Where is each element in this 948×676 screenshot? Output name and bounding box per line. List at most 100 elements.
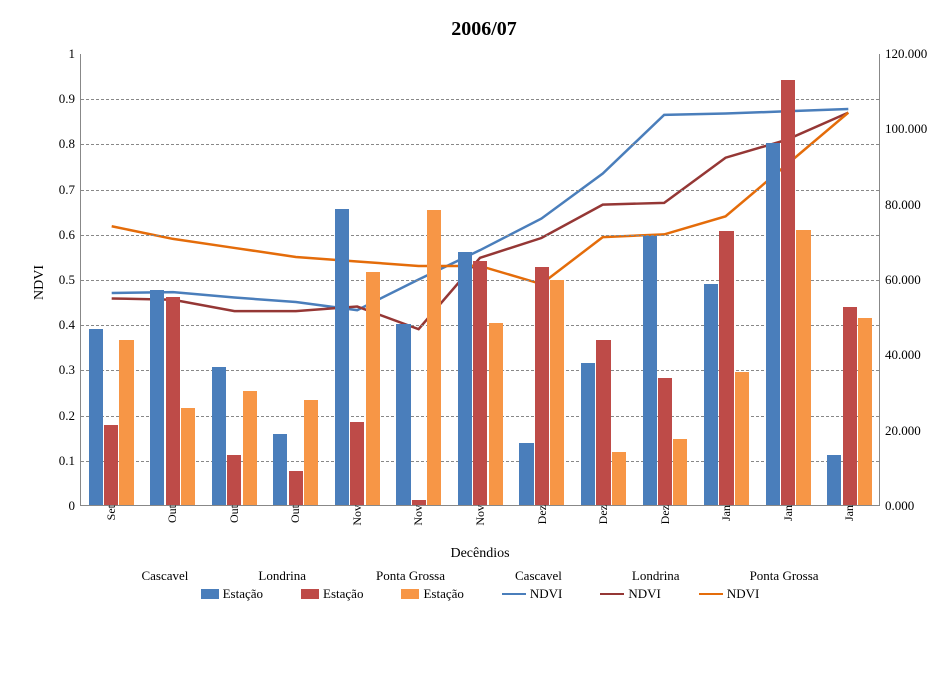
ytick-left: 0.6 xyxy=(59,227,81,243)
ytick-left: 0.3 xyxy=(59,362,81,378)
bar xyxy=(796,230,810,505)
ytick-right: 80.000 xyxy=(879,197,921,213)
bar xyxy=(243,391,257,505)
ytick-left: 0.9 xyxy=(59,91,81,107)
ytick-right: 0.000 xyxy=(879,498,914,514)
bar xyxy=(735,372,749,505)
xtick-label: Out xyxy=(288,505,303,527)
bar xyxy=(489,323,503,505)
legend-item-label: Estação xyxy=(423,586,463,602)
bar xyxy=(781,80,795,505)
ytick-right: 60.000 xyxy=(879,272,921,288)
bar xyxy=(396,324,410,505)
bar xyxy=(412,500,426,505)
ytick-left: 0.1 xyxy=(59,453,81,469)
chart-container: 2006/07 00.10.20.30.40.50.60.70.80.910.0… xyxy=(10,10,948,666)
legend-city-label: Londrina xyxy=(632,568,680,584)
bar xyxy=(473,261,487,505)
legend-item-label: Estação xyxy=(223,586,263,602)
xtick-label: Nov xyxy=(411,505,426,530)
bar xyxy=(519,443,533,505)
xtick-label: Out xyxy=(227,505,242,527)
xtick-label: Jan xyxy=(842,505,857,525)
legend-city-label: Londrina xyxy=(258,568,306,584)
legend-item-label: NDVI xyxy=(727,586,760,602)
bar xyxy=(335,209,349,505)
bar-swatch-icon xyxy=(201,589,219,599)
legend-swatches-row: Estação Estação Estação NDVI NDVI NDVI xyxy=(80,586,880,602)
gridline-left xyxy=(81,235,879,236)
bar xyxy=(212,367,226,505)
chart-title: 2006/07 xyxy=(10,18,948,41)
legend-city-label: Ponta Grossa xyxy=(376,568,445,584)
bar xyxy=(458,252,472,505)
bar xyxy=(119,340,133,505)
gridline-left xyxy=(81,190,879,191)
bar xyxy=(719,231,733,505)
ytick-left: 0.5 xyxy=(59,272,81,288)
legend-item-bar: Estação xyxy=(301,586,363,602)
bar xyxy=(289,471,303,505)
xtick-label: Dez xyxy=(596,505,611,528)
legend-city-label: Cascavel xyxy=(141,568,188,584)
ytick-right: 120.000 xyxy=(879,46,927,62)
line-swatch-icon xyxy=(502,593,526,595)
bar xyxy=(350,422,364,505)
legend-item-label: Estação xyxy=(323,586,363,602)
xtick-label: Out xyxy=(165,505,180,527)
ytick-right: 40.000 xyxy=(879,347,921,363)
y-axis-label-left: NDVI xyxy=(32,265,48,300)
ytick-left: 0.8 xyxy=(59,136,81,152)
ytick-left: 1 xyxy=(69,46,82,62)
bar xyxy=(643,236,657,505)
bar xyxy=(89,329,103,505)
xtick-label: Dez xyxy=(658,505,673,528)
xtick-label: Jan xyxy=(719,505,734,525)
bar xyxy=(858,318,872,505)
plot-area: 00.10.20.30.40.50.60.70.80.910.00020.000… xyxy=(80,54,880,506)
ytick-right: 20.000 xyxy=(879,423,921,439)
bar xyxy=(366,272,380,505)
legend-city-label: Cascavel xyxy=(515,568,562,584)
bar xyxy=(427,210,441,505)
bar xyxy=(227,455,241,505)
line-swatch-icon xyxy=(600,593,624,595)
ytick-left: 0 xyxy=(69,498,82,514)
bar xyxy=(658,378,672,505)
bar xyxy=(104,425,118,505)
bar xyxy=(673,439,687,505)
gridline-left xyxy=(81,99,879,100)
bar xyxy=(150,290,164,505)
legend-city-label: Ponta Grossa xyxy=(750,568,819,584)
legend-item-line: NDVI xyxy=(600,586,661,602)
ytick-left: 0.7 xyxy=(59,182,81,198)
legend-item-bar: Estação xyxy=(401,586,463,602)
ytick-right: 100.000 xyxy=(879,121,927,137)
bar xyxy=(612,452,626,505)
bar xyxy=(166,297,180,505)
bar xyxy=(704,284,718,505)
xtick-label: Nov xyxy=(473,505,488,530)
legend-item-label: NDVI xyxy=(628,586,661,602)
legend-header-row: Cascavel Londrina Ponta Grossa Cascavel Lond… xyxy=(80,568,880,584)
xtick-label: Set xyxy=(104,505,119,524)
ytick-left: 0.2 xyxy=(59,408,81,424)
legend-item-label: NDVI xyxy=(530,586,563,602)
bar-swatch-icon xyxy=(301,589,319,599)
bar xyxy=(181,408,195,505)
bar xyxy=(827,455,841,505)
bar xyxy=(596,340,610,505)
legend: Cascavel Londrina Ponta Grossa Cascavel Lond… xyxy=(80,568,880,602)
bar xyxy=(581,363,595,505)
legend-item-bar: Estação xyxy=(201,586,263,602)
xtick-label: Jan xyxy=(781,505,796,525)
gridline-left xyxy=(81,144,879,145)
line-swatch-icon xyxy=(699,593,723,595)
bar xyxy=(535,267,549,505)
x-axis-label: Decêndios xyxy=(80,546,880,562)
legend-item-line: NDVI xyxy=(699,586,760,602)
legend-item-line: NDVI xyxy=(502,586,563,602)
bar xyxy=(843,307,857,505)
bar-swatch-icon xyxy=(401,589,419,599)
ytick-left: 0.4 xyxy=(59,317,81,333)
